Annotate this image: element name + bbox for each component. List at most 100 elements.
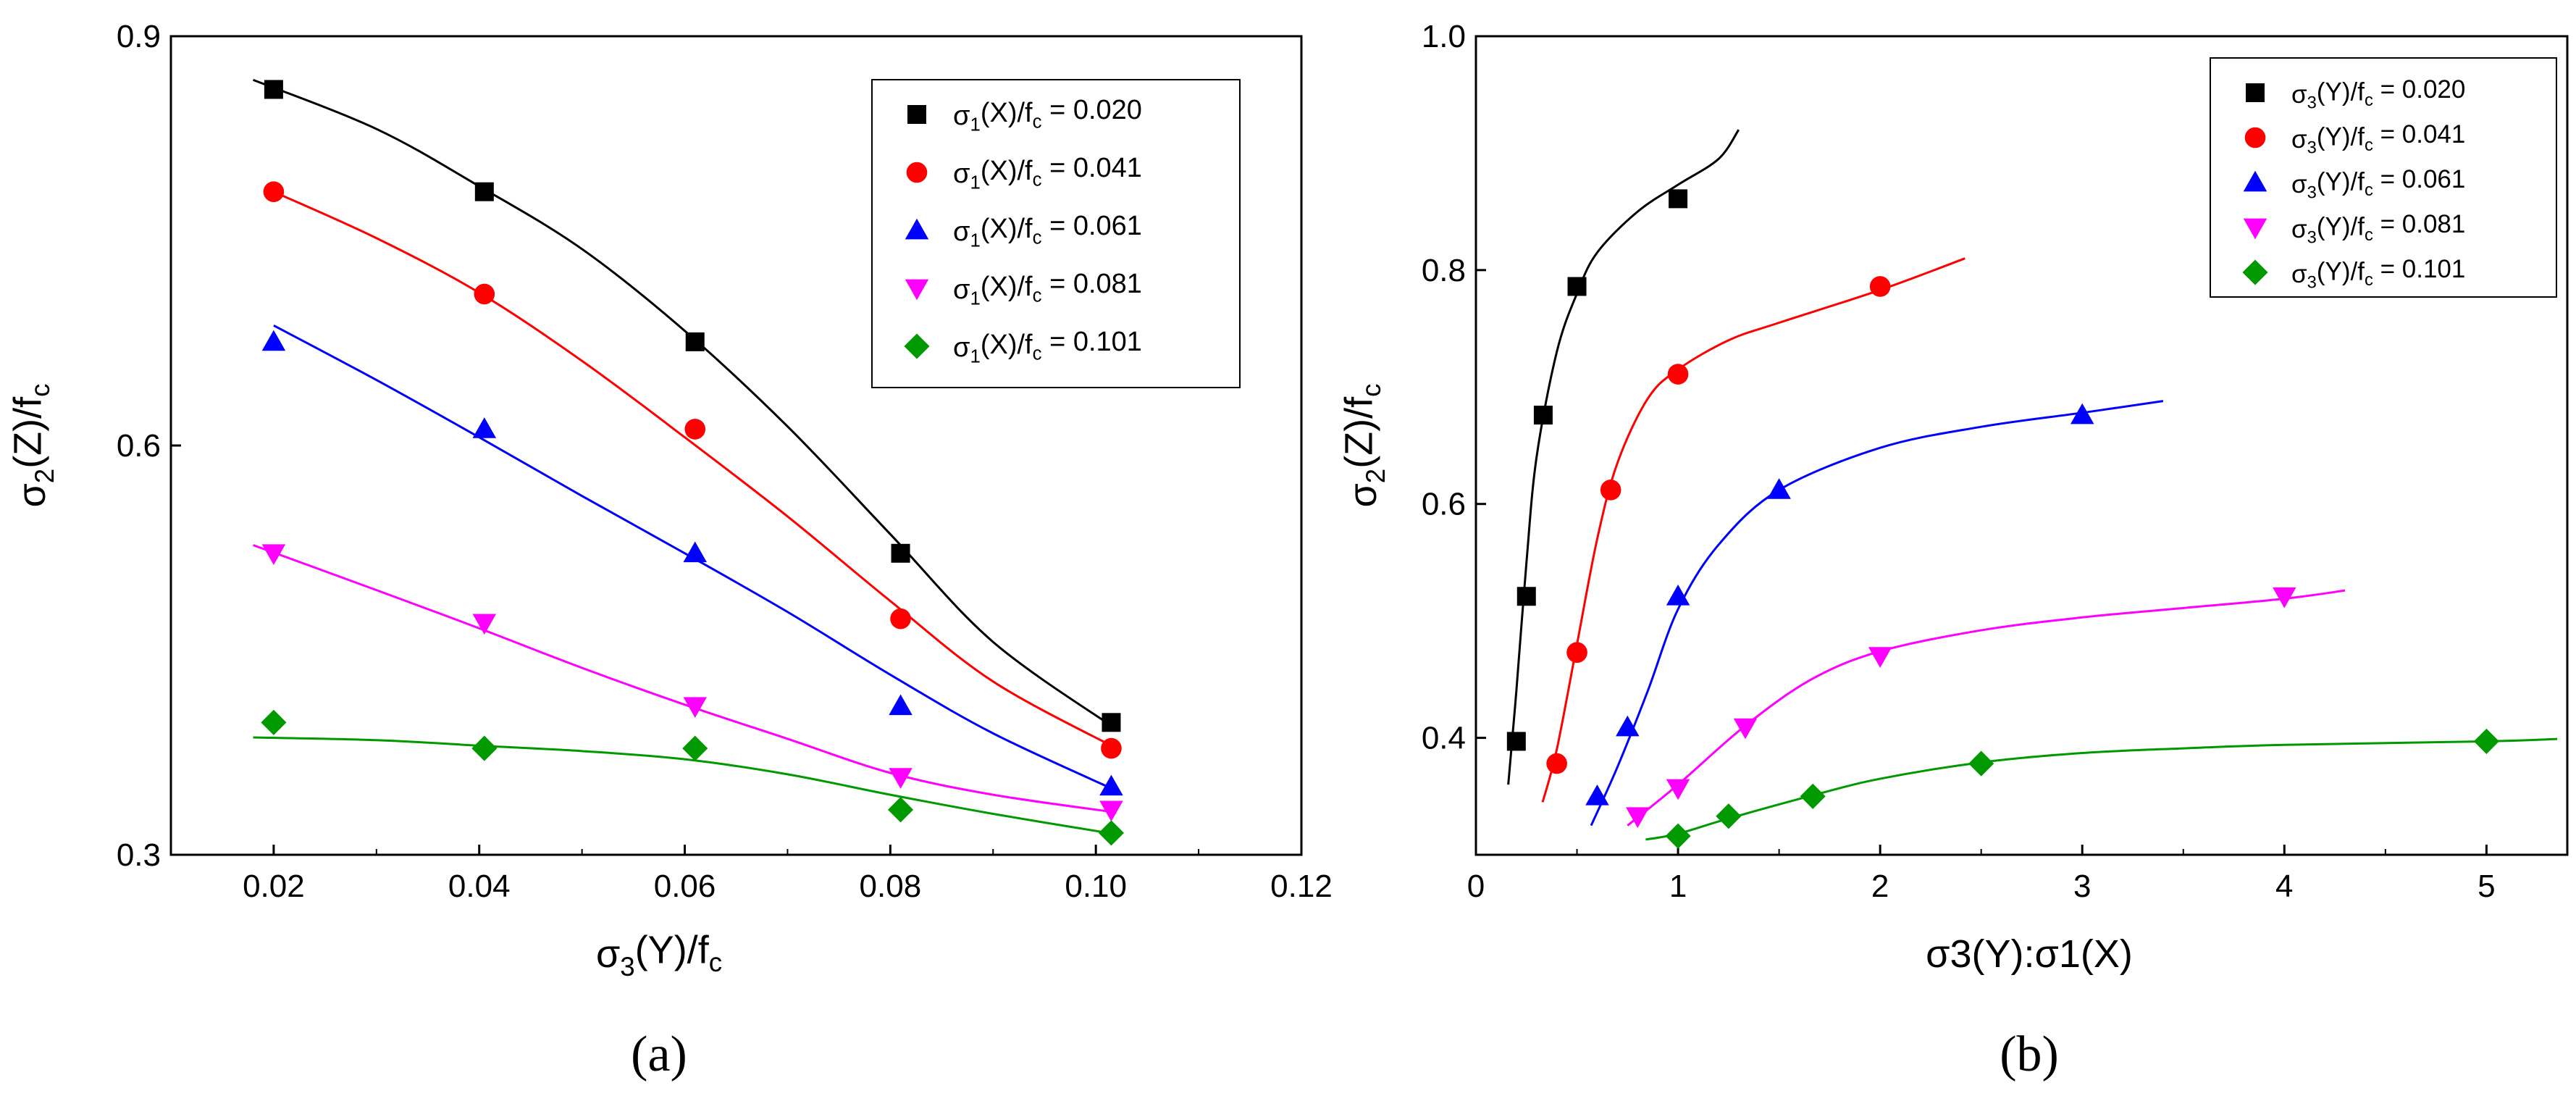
data-point: [1099, 774, 1123, 796]
legend-entry: σ3​(Y)/fc​ = 0.041: [2291, 120, 2465, 158]
y-tick-label: 0.6: [1422, 487, 1466, 522]
x-tick-label: 0.06: [654, 869, 716, 904]
data-point: [1968, 750, 1994, 777]
data-point: [2070, 403, 2094, 424]
fit-curve: [1507, 129, 1740, 785]
x-tick-label: 3: [2073, 869, 2091, 904]
series-2: [263, 181, 1122, 759]
data-point: [1102, 713, 1121, 732]
y-tick-label: 0.4: [1422, 721, 1466, 756]
data-point: [261, 544, 286, 566]
legend-entry: σ3​(Y)/fc​ = 0.081: [2291, 210, 2465, 248]
legend-entry: σ1​(X)/fc​ = 0.081: [953, 269, 1142, 309]
legend-marker: [2244, 127, 2266, 148]
data-point: [1585, 785, 1609, 806]
series-1: [252, 78, 1121, 732]
data-point: [1716, 803, 1742, 829]
x-tick-label: 5: [2478, 869, 2495, 904]
data-point: [474, 182, 494, 201]
legend-entry: σ3​(Y)/fc​ = 0.061: [2291, 165, 2465, 203]
series-2: [1541, 257, 1965, 803]
legend-marker: [905, 279, 929, 301]
legend-marker: [907, 105, 926, 124]
panel-caption: (b): [2000, 1026, 2059, 1082]
legend-box: [2210, 57, 2557, 298]
x-tick-label: 0.10: [1065, 869, 1127, 904]
data-point: [889, 694, 912, 716]
data-point: [1566, 642, 1587, 664]
legend-marker: [905, 218, 929, 240]
data-point: [2473, 728, 2499, 754]
legend-entry: σ1​(X)/fc​ = 0.061: [953, 211, 1142, 251]
fit-curve: [253, 736, 1117, 836]
data-point: [2273, 587, 2296, 608]
legend-entry: σ1​(X)/fc​ = 0.020: [953, 95, 1142, 135]
data-point: [888, 797, 914, 823]
data-point: [1667, 364, 1689, 385]
data-point: [261, 709, 287, 735]
series-3: [261, 324, 1123, 796]
x-tick-label: 1: [1669, 869, 1687, 904]
y-tick-label: 0.6: [117, 428, 161, 464]
y-tick-label: 0.9: [117, 19, 161, 54]
data-point: [1665, 823, 1691, 849]
data-point: [472, 417, 497, 438]
data-point: [263, 181, 285, 202]
data-point: [1733, 718, 1758, 740]
data-point: [1666, 779, 1690, 800]
fit-curve: [1627, 589, 2346, 827]
data-point: [683, 697, 707, 718]
series-3: [1585, 400, 2164, 827]
data-point: [1800, 783, 1826, 809]
data-point: [1600, 480, 1621, 501]
legend: σ1​(X)/fc​ = 0.020 σ1​(X)/fc​ = 0.041 σ1​(…: [871, 79, 1241, 388]
series-5: [253, 709, 1125, 846]
data-point: [1669, 189, 1688, 209]
data-point: [1616, 715, 1640, 737]
data-point: [1868, 647, 1892, 668]
data-point: [471, 735, 498, 761]
data-point: [682, 735, 708, 761]
data-point: [1567, 277, 1587, 296]
legend-marker: [904, 333, 930, 359]
data-point: [1506, 732, 1526, 751]
data-point: [264, 80, 283, 99]
legend-marker: [2246, 83, 2265, 102]
panel-caption: (a): [631, 1026, 687, 1082]
fit-curve: [1541, 257, 1965, 803]
x-tick-label: 0.12: [1270, 869, 1333, 904]
series-1: [1506, 129, 1740, 785]
chart-panel-b: 0 1 2 3 4 5 0.4 0.6 0.8 1.0 σ3(Y):σ1(X) σ2​(Z)/fc​ (…: [1337, 19, 2569, 1082]
y-tick-label: 0.3: [117, 837, 161, 873]
legend-marker: [2243, 218, 2267, 240]
data-point: [1533, 406, 1553, 425]
x-tick-label: 4: [2275, 869, 2293, 904]
series-5: [1645, 728, 2558, 849]
legend-box: [871, 79, 1241, 388]
data-point: [1767, 478, 1791, 499]
fit-curve: [273, 324, 1117, 792]
series-4: [253, 544, 1123, 822]
data-point: [1666, 584, 1690, 606]
data-point: [1869, 276, 1891, 297]
data-point: [472, 614, 497, 635]
data-point: [684, 419, 706, 440]
data-point: [1546, 753, 1567, 774]
plot-frame: [1474, 35, 2569, 856]
x-tick-label: 0.02: [243, 869, 305, 904]
legend-marker: [2243, 170, 2267, 192]
x-tick-label: 0: [1467, 869, 1485, 904]
data-point: [261, 330, 286, 351]
x-tick-label: 0.04: [448, 869, 511, 904]
data-point: [891, 543, 910, 563]
data-point: [474, 283, 495, 305]
fit-curve: [253, 544, 1117, 814]
data-point: [1099, 800, 1123, 822]
y-tick-label: 1.0: [1422, 19, 1466, 54]
chart-panel-a: 0.02 0.04 0.06 0.08 0.10 0.12 0.3 0.6 0.9 σ3​(Y)/…: [6, 19, 1332, 1082]
legend-entry: σ3​(Y)/fc​ = 0.101: [2291, 255, 2465, 293]
data-point: [1101, 737, 1122, 759]
data-point: [1626, 807, 1650, 828]
data-point: [890, 608, 911, 629]
